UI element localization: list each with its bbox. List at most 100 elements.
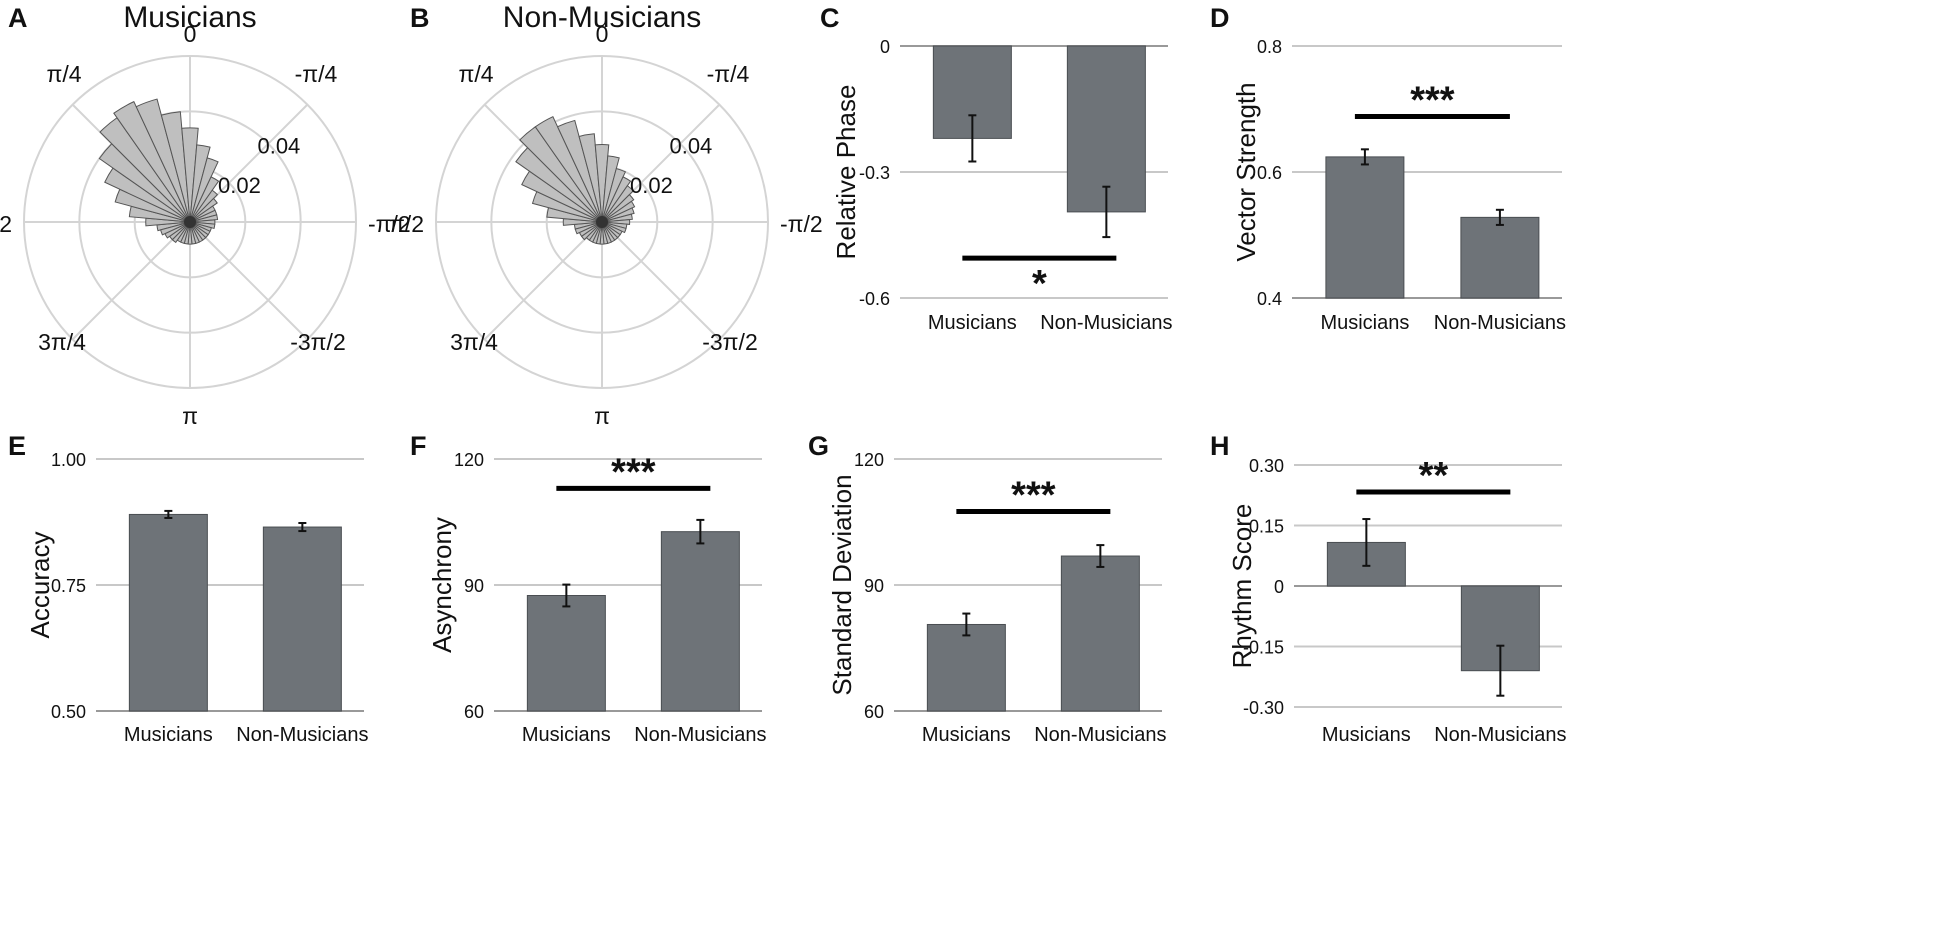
bar bbox=[262, 526, 342, 712]
bar-panel-E: E 0.50 0.75 1.00 Accuracy Musicians Non-Musici… bbox=[8, 431, 368, 746]
y-tick-label: 0.50 bbox=[51, 702, 86, 722]
y-tick-label: -0.3 bbox=[859, 163, 890, 183]
panel-letter: A bbox=[8, 3, 28, 33]
y-axis-label: Asynchrony bbox=[427, 517, 457, 653]
significance-stars: ** bbox=[1419, 455, 1449, 497]
bar bbox=[1325, 156, 1405, 299]
bar bbox=[1460, 216, 1540, 299]
bar bbox=[526, 595, 606, 712]
polar-spoke bbox=[483, 221, 603, 341]
polar-wedge bbox=[189, 214, 219, 223]
polar-wedge bbox=[601, 193, 635, 223]
polar-wedge bbox=[556, 119, 603, 223]
polar-wedge bbox=[601, 213, 633, 223]
x-tick-label: Musicians bbox=[522, 724, 611, 746]
polar-wedge bbox=[578, 133, 603, 223]
y-tick-label: 0 bbox=[880, 37, 890, 57]
bar-panel-D: D 0.4 0.6 0.8 Vector Strength Musicians Non-Mu… bbox=[1210, 3, 1566, 334]
angle-label: -π/2 bbox=[368, 211, 411, 237]
panel-letter: G bbox=[808, 431, 829, 461]
y-tick-label: 90 bbox=[864, 576, 884, 596]
y-tick-label: 0.6 bbox=[1257, 163, 1282, 183]
angle-label: π bbox=[594, 403, 610, 429]
x-tick-label: Non-Musicians bbox=[634, 724, 766, 746]
angle-label: -π/4 bbox=[707, 61, 750, 87]
radial-tick-label: 0.02 bbox=[218, 173, 261, 198]
x-tick-label: Non-Musicians bbox=[1034, 724, 1166, 746]
y-tick-label: 120 bbox=[854, 450, 884, 470]
bar-panel-H: H -0.30 -0.15 0 0.15 0.30 Rhythm Score Musician… bbox=[1210, 431, 1566, 746]
significance-stars: *** bbox=[611, 451, 656, 493]
angle-label: -π/2 bbox=[780, 211, 823, 237]
panel-letter: D bbox=[1210, 3, 1230, 33]
panel-letter: C bbox=[820, 3, 840, 33]
polar-wedge bbox=[189, 176, 220, 223]
angle-label: π/4 bbox=[46, 61, 81, 87]
angle-label: 0 bbox=[184, 21, 197, 47]
y-tick-label: 0.8 bbox=[1257, 37, 1282, 57]
polar-wedge bbox=[601, 200, 636, 223]
y-tick-label: -0.30 bbox=[1243, 698, 1284, 718]
bar-panel-C: C 0 -0.3 -0.6 Relative Phase Musicians Non-Mus… bbox=[820, 3, 1172, 334]
polar-wedge bbox=[601, 219, 631, 225]
y-tick-label: 60 bbox=[864, 702, 884, 722]
y-tick-label: 0.15 bbox=[1249, 517, 1284, 537]
y-tick-label: -0.15 bbox=[1243, 638, 1284, 658]
radial-tick-label: 0.04 bbox=[257, 134, 300, 159]
significance-stars: *** bbox=[1011, 475, 1056, 517]
x-tick-label: Non-Musicians bbox=[1040, 312, 1172, 334]
polar-wedge bbox=[160, 111, 191, 223]
x-tick-label: Musicians bbox=[928, 312, 1017, 334]
bar bbox=[1066, 45, 1146, 213]
y-tick-label: 0.4 bbox=[1257, 289, 1282, 309]
x-tick-label: Musicians bbox=[922, 724, 1011, 746]
angle-label: 3π/4 bbox=[38, 329, 86, 355]
angle-label: π/4 bbox=[458, 61, 493, 87]
bar bbox=[926, 623, 1006, 712]
significance-stars: * bbox=[1032, 263, 1047, 305]
radial-tick-label: 0.02 bbox=[630, 173, 673, 198]
panel-letter: E bbox=[8, 431, 26, 461]
polar-wedge bbox=[181, 127, 199, 223]
bar bbox=[128, 513, 208, 712]
y-axis-label: Standard Deviation bbox=[827, 474, 857, 695]
panel-letter: F bbox=[410, 431, 427, 461]
x-tick-label: Musicians bbox=[124, 724, 213, 746]
x-tick-label: Non-Musicians bbox=[1434, 312, 1566, 334]
x-tick-label: Musicians bbox=[1322, 724, 1411, 746]
angle-label: 0 bbox=[596, 21, 609, 47]
polar-wedge bbox=[534, 116, 603, 223]
y-axis-label: Relative Phase bbox=[831, 85, 861, 260]
panel-title: Musicians bbox=[123, 1, 256, 34]
polar-wedge bbox=[135, 98, 191, 223]
y-tick-label: 60 bbox=[464, 702, 484, 722]
polar-wedge bbox=[159, 221, 191, 236]
bar bbox=[1060, 555, 1140, 712]
polar-wedge bbox=[189, 189, 219, 223]
panel-title: Non-Musicians bbox=[503, 1, 701, 34]
radial-tick-label: 0.04 bbox=[669, 134, 712, 159]
polar-wedge bbox=[601, 185, 635, 223]
angle-label: -3π/2 bbox=[290, 329, 346, 355]
polar-center bbox=[184, 216, 196, 228]
polar-wedge bbox=[601, 176, 632, 223]
y-tick-label: -0.6 bbox=[859, 289, 890, 309]
x-tick-label: Non-Musicians bbox=[236, 724, 368, 746]
polar-spoke bbox=[71, 221, 191, 341]
y-tick-label: 90 bbox=[464, 576, 484, 596]
angle-label: π bbox=[182, 403, 198, 429]
angle-label: -π/4 bbox=[295, 61, 338, 87]
y-tick-label: 0 bbox=[1274, 577, 1284, 597]
polar-wedge bbox=[189, 197, 218, 223]
polar-panel-B: B Non-Musicians 0.02 0.04 0 -π/4 -π/2 -3π/2 π 3π/… bbox=[389, 1, 823, 429]
bar-panel-F: F 60 90 120 Asynchrony Musicians Non-Musicians… bbox=[410, 431, 766, 746]
bar-panel-G: G 60 90 120 Standard Deviation Musicians Non-M… bbox=[808, 431, 1166, 746]
polar-center bbox=[596, 216, 608, 228]
angle-label: π/2 bbox=[389, 211, 424, 237]
panel-letter: H bbox=[1210, 431, 1230, 461]
y-tick-label: 1.00 bbox=[51, 450, 86, 470]
bar bbox=[660, 531, 740, 712]
y-tick-label: 0.75 bbox=[51, 576, 86, 596]
y-axis-label: Rhythm Score bbox=[1227, 504, 1257, 669]
